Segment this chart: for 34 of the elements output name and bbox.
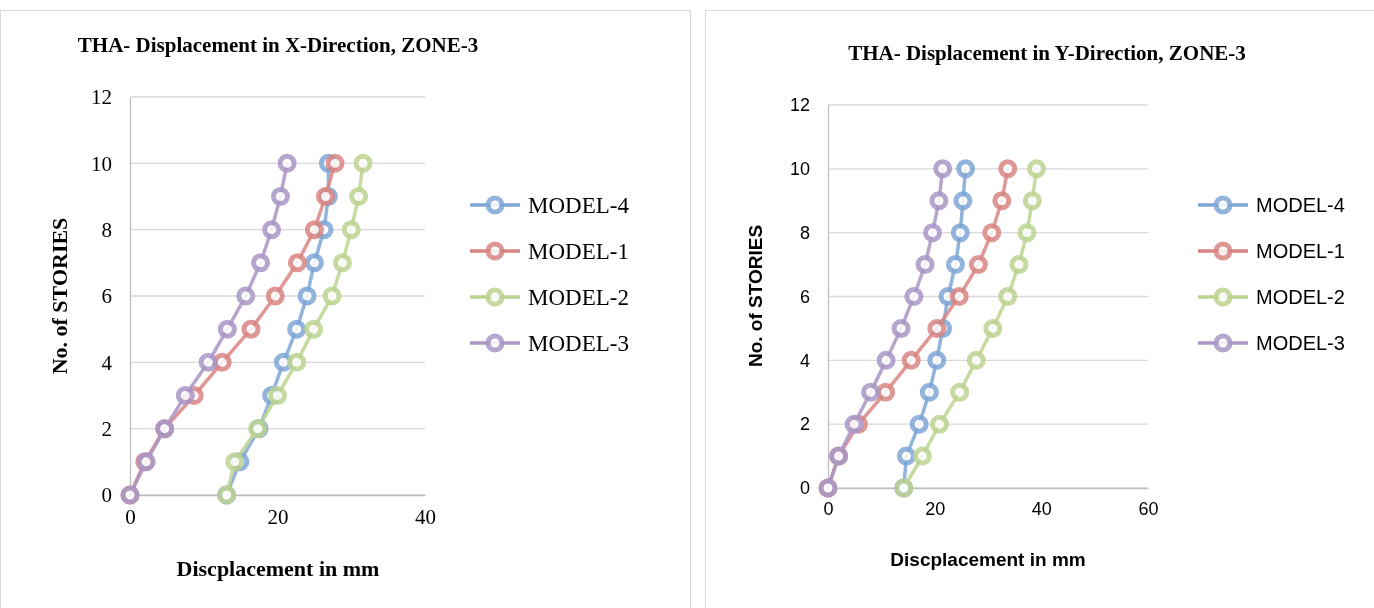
x-tick-label: 60 <box>1138 498 1159 519</box>
x-tick-label: 0 <box>125 504 136 529</box>
x-tick-label: 40 <box>1031 498 1052 519</box>
y-tick-label: 8 <box>101 217 112 242</box>
x-tick-label: 0 <box>823 498 834 519</box>
legend-label: MODEL-4 <box>1256 194 1345 216</box>
y-tick-label: 0 <box>799 478 810 499</box>
y-tick-label: 4 <box>101 350 113 375</box>
y-axis-title: No. of STORIES <box>47 217 72 375</box>
legend-label: MODEL-2 <box>528 285 629 311</box>
legend-label: MODEL-3 <box>528 331 629 357</box>
chart-title: THA- Displacement in Y-Direction, ZONE-3 <box>848 41 1246 65</box>
y-tick-label: 2 <box>101 416 112 441</box>
legend-label: MODEL-3 <box>1256 332 1345 354</box>
x-tick-label: 40 <box>415 504 436 529</box>
y-tick-label: 12 <box>91 85 112 110</box>
y-tick-label: 10 <box>91 151 112 176</box>
y-tick-label: 10 <box>789 159 810 180</box>
y-tick-label: 12 <box>789 95 810 116</box>
y-tick-label: 6 <box>101 284 112 309</box>
x-tick-label: 20 <box>267 504 289 529</box>
x-axis-title: Discplacement in mm <box>176 556 380 581</box>
legend-label: MODEL-2 <box>1256 286 1345 308</box>
legend-label: MODEL-4 <box>528 193 630 219</box>
y-tick-label: 6 <box>799 286 810 307</box>
legend-label: MODEL-1 <box>1256 240 1345 262</box>
y-tick-label: 4 <box>799 350 810 371</box>
y-tick-label: 8 <box>799 222 810 243</box>
y-tick-label: 2 <box>799 414 810 435</box>
y-axis-title: No. of STORIES <box>745 224 766 368</box>
chart-title: THA- Displacement in X-Direction, ZONE-3 <box>77 33 479 57</box>
legend-label: MODEL-1 <box>528 239 629 265</box>
x-tick-label: 20 <box>925 498 946 519</box>
x-axis-title: Discplacement in mm <box>890 549 1086 570</box>
